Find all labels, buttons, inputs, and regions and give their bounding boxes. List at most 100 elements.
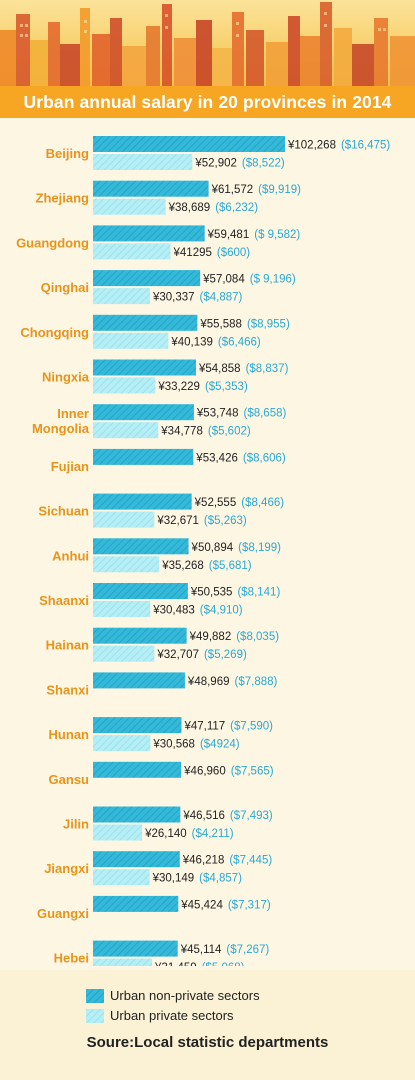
data-label-private: ¥32,707 ($5,269) (156, 649, 247, 661)
province-label: Sichuan (38, 504, 89, 519)
province-label: Zhejiang (36, 191, 90, 206)
bar-private (93, 422, 159, 439)
province-label: Anhui (52, 548, 89, 563)
province-row: Jilin ¥46,516 ($7,493) ¥26,140 ($4,211) (63, 806, 273, 841)
province-row: Beijing ¥102,268 ($16,475)¥52,902 ($8,522) (46, 136, 390, 170)
data-label-nonprivate: ¥55,588 ($8,955) (199, 318, 290, 330)
legend-area: Urban non-private sectors Urban private … (0, 970, 415, 1080)
province-row: Shaanxi ¥50,535 ($8,141) ¥30,483 ($4,910) (39, 583, 280, 617)
data-label-private: ¥30,149 ($4,857) (152, 873, 243, 885)
bar-chart: Beijing ¥102,268 ($16,475)¥52,902 ($8,522) Z… (16, 136, 390, 966)
bar-private (93, 556, 160, 573)
data-label-nonprivate: ¥46,218 ($7,445) (182, 855, 273, 867)
province-label: Hebei (54, 951, 89, 966)
data-label-private: ¥40,139 ($6,466) (170, 336, 261, 348)
data-label-private: ¥38,689 ($6,232) (168, 202, 259, 214)
province-label: Shaanxi (39, 593, 89, 608)
data-label-nonprivate: ¥52,555 ($8,466) (194, 497, 285, 509)
data-label-nonprivate: ¥45,114 ($7,267) (180, 944, 270, 956)
bar-nonprivate (93, 851, 180, 868)
bar-nonprivate (93, 761, 182, 778)
bar-nonprivate (93, 270, 201, 287)
data-label-nonprivate: ¥46,960 ($7,565) (183, 765, 274, 777)
legend-swatch-nonprivate (86, 989, 104, 1003)
header-banner: Urban annual salary in 20 provinces in 2… (0, 0, 415, 118)
province-row: Guangxi ¥45,424 ($7,317) (37, 895, 271, 921)
province-row: Chongqing ¥55,588 ($8,955) ¥40,139 ($6,466) (20, 314, 290, 349)
province-row: Zhejiang ¥61,572 ($9,919) ¥38,689 ($6,232) (36, 180, 302, 215)
province-row: Hainan ¥49,882 ($8,035) ¥32,707 ($5,269) (46, 627, 280, 662)
data-label-private: ¥34,778 ($5,602) (160, 426, 251, 438)
bar-private (93, 243, 171, 260)
legend-swatch-private (86, 1009, 104, 1023)
province-label: Mongolia (32, 421, 90, 436)
province-label: Hainan (46, 638, 89, 653)
data-label-private: ¥35,268 ($5,681) (161, 560, 252, 572)
province-row: Shanxi ¥48,969 ($7,888) (46, 672, 278, 697)
bar-nonprivate (93, 136, 285, 152)
bar-nonprivate (93, 717, 182, 734)
data-label-nonprivate: ¥45,424 ($7,317) (180, 899, 271, 911)
bar-nonprivate (93, 583, 188, 599)
province-label: Jiangxi (44, 861, 89, 876)
province-label: Qinghai (41, 280, 89, 295)
province-label: Beijing (46, 146, 89, 161)
bar-private (93, 511, 155, 528)
data-label-nonprivate: ¥47,117 ($7,590) (183, 721, 273, 733)
data-label-nonprivate: ¥49,882 ($8,035) (189, 631, 280, 643)
data-label-nonprivate: ¥46,516 ($7,493) (182, 810, 273, 822)
data-label-private: ¥30,337 ($4,887) (152, 292, 243, 304)
province-row: Fujian ¥53,426 ($8,606) (51, 448, 286, 474)
province-label: Inner (57, 406, 89, 421)
province-label: Ningxia (42, 370, 90, 385)
data-label-nonprivate: ¥53,748 ($8,658) (196, 408, 287, 420)
bar-nonprivate (93, 806, 181, 823)
bar-nonprivate (93, 180, 209, 197)
bar-nonprivate (93, 404, 194, 421)
source-note: Soure:Local statistic departments (86, 1034, 329, 1051)
bar-private (93, 601, 151, 617)
bar-private (93, 645, 155, 662)
data-label-nonprivate: ¥57,084 ($ 9,196) (202, 274, 296, 286)
province-label: Gansu (49, 772, 90, 787)
legend-label-private: Urban private sectors (110, 1008, 234, 1023)
data-label-nonprivate: ¥54,858 ($8,837) (198, 363, 289, 375)
data-label-nonprivate: ¥50,894 ($8,199) (191, 542, 282, 554)
data-label-private: ¥52,902 ($8,522) (194, 158, 285, 170)
legend-label-nonprivate: Urban non-private sectors (110, 988, 260, 1003)
province-label: Hunan (49, 727, 90, 742)
bar-private (93, 958, 153, 966)
province-row: Hebei ¥45,114($7,267) ¥31,459($5,068) (54, 940, 270, 966)
province-label: Chongqing (20, 325, 89, 340)
bar-private (93, 824, 143, 841)
bar-private (93, 869, 150, 886)
data-label-nonprivate: ¥53,426 ($8,606) (195, 452, 286, 464)
bar-nonprivate (93, 314, 198, 331)
province-label: Guangdong (16, 235, 89, 250)
data-label-nonprivate: ¥102,268 ($16,475) (287, 140, 390, 152)
data-label-private: ¥32,671 ($5,263) (156, 515, 247, 527)
bar-private (93, 154, 193, 170)
bar-nonprivate (93, 940, 178, 957)
data-label-private: ¥26,140 ($4,211) (144, 828, 234, 840)
data-label-private: ¥41295 ($600) (173, 247, 251, 259)
data-label-private: ¥30,483 ($4,910) (152, 605, 243, 617)
province-row: Jiangxi ¥46,218 ($7,445) ¥30,149 ($4,857) (44, 851, 273, 886)
province-label: Fujian (51, 459, 89, 474)
bar-nonprivate (93, 493, 192, 510)
bar-private (93, 198, 166, 215)
bar-nonprivate (93, 672, 185, 689)
bar-nonprivate (93, 538, 189, 555)
province-row: Ningxia ¥54,858 ($8,837) ¥33,229 ($5,353) (42, 359, 289, 394)
data-label-private: ¥31,459($5,068) (154, 962, 245, 966)
province-row: Gansu ¥46,960 ($7,565) (49, 761, 274, 787)
province-row: Hunan ¥47,117 ($7,590) ¥30,568 ($4924) (49, 717, 273, 752)
province-label: Guangxi (37, 906, 89, 921)
province-row: Qinghai ¥57,084 ($ 9,196) ¥30,337 ($4,887) (41, 270, 296, 305)
data-label-nonprivate: ¥61,572 ($9,919) (211, 184, 302, 196)
bar-nonprivate (93, 225, 205, 242)
city-skyline-image (0, 0, 415, 118)
province-label: Jilin (63, 817, 89, 832)
